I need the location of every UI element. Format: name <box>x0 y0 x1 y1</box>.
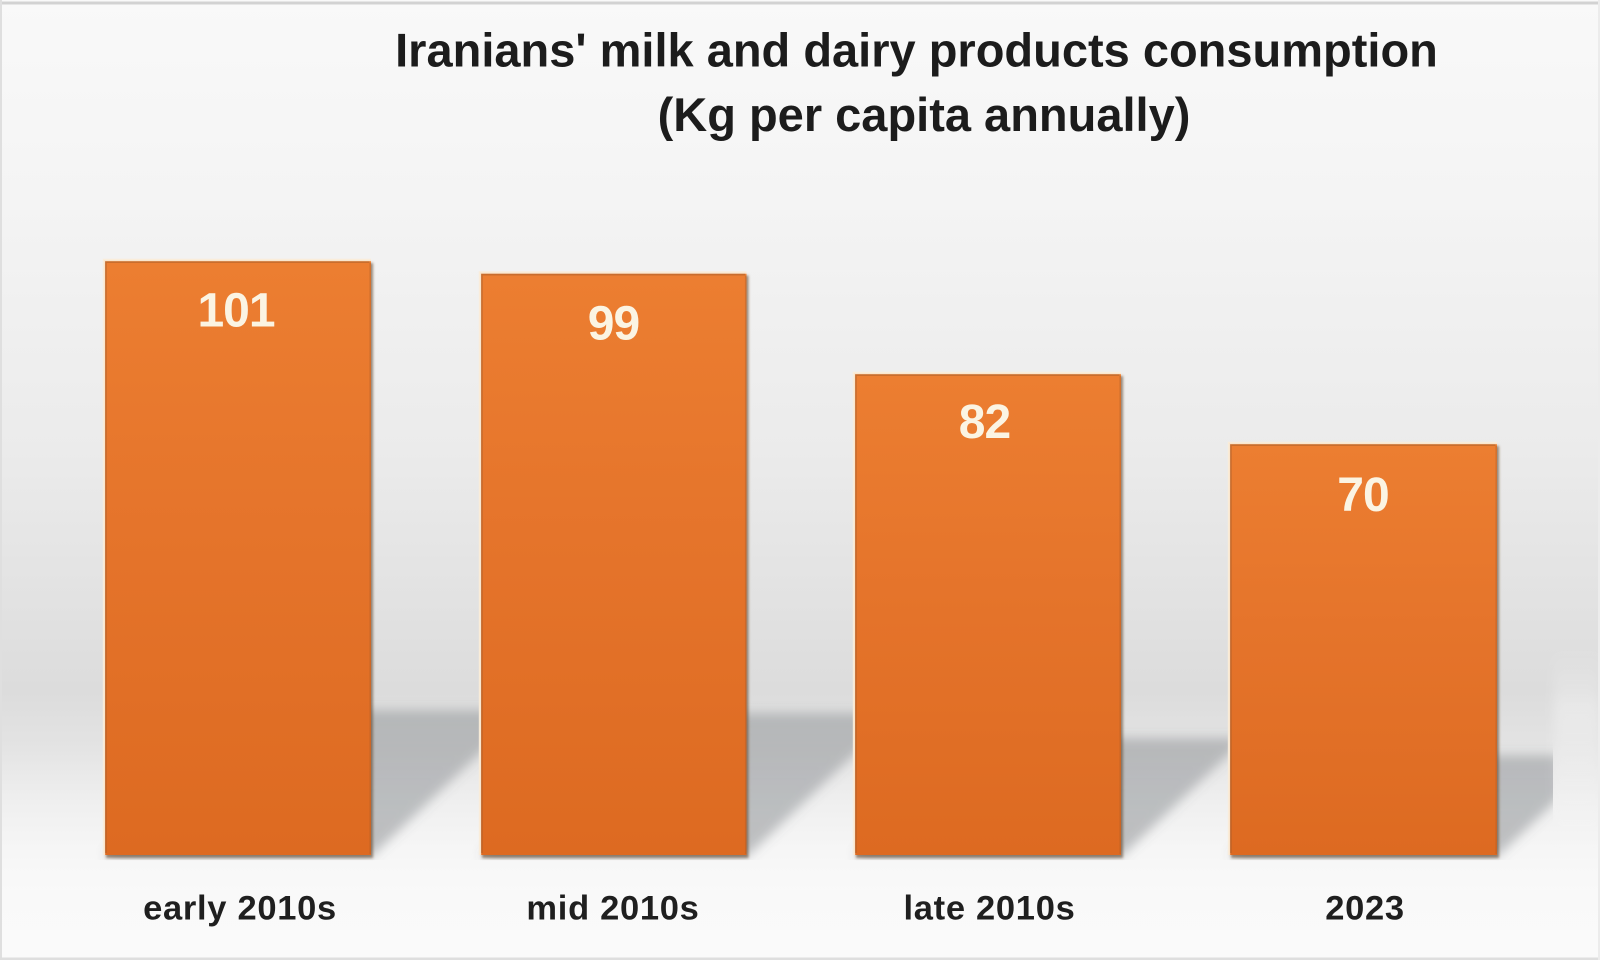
svg-text:early 2010s: early 2010s <box>143 890 337 928</box>
svg-text:82: 82 <box>959 396 1010 449</box>
svg-text:Iranians' milk and dairy produ: Iranians' milk and dairy products consum… <box>395 24 1438 77</box>
svg-text:mid 2010s: mid 2010s <box>526 890 699 928</box>
svg-text:late 2010s: late 2010s <box>904 890 1076 928</box>
svg-text:2023: 2023 <box>1325 890 1405 928</box>
svg-text:70: 70 <box>1337 469 1388 522</box>
svg-text:99: 99 <box>588 298 639 351</box>
svg-text:101: 101 <box>197 285 274 338</box>
svg-text:(Kg per capita annually): (Kg per capita annually) <box>658 88 1191 141</box>
